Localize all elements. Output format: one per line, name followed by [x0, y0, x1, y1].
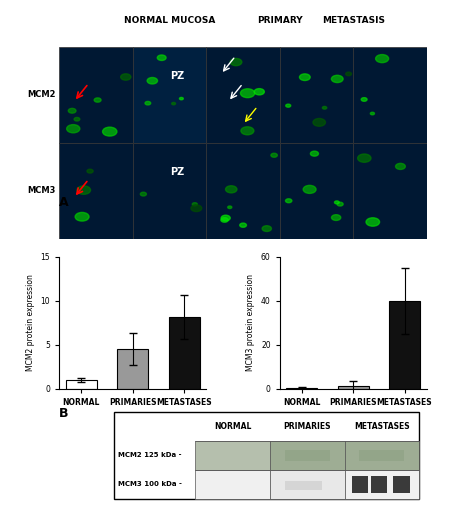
Circle shape	[240, 223, 246, 227]
Bar	[280, 143, 353, 238]
Circle shape	[121, 74, 131, 80]
Bar	[59, 143, 133, 238]
Circle shape	[310, 151, 319, 156]
Circle shape	[395, 163, 405, 170]
Circle shape	[303, 186, 316, 193]
Bar	[206, 47, 280, 143]
Circle shape	[221, 215, 230, 221]
Circle shape	[145, 101, 151, 105]
Circle shape	[102, 127, 117, 136]
Text: MCM2 125 kDa -: MCM2 125 kDa -	[118, 452, 182, 458]
Text: PRIMARY: PRIMARY	[257, 16, 302, 25]
Circle shape	[331, 215, 341, 221]
Circle shape	[337, 202, 343, 206]
Bar	[59, 47, 133, 143]
Bar	[285, 482, 322, 490]
Bar	[195, 470, 270, 499]
Circle shape	[226, 186, 237, 193]
Circle shape	[180, 98, 183, 100]
Bar	[117, 349, 148, 389]
Bar	[359, 450, 404, 461]
Circle shape	[87, 169, 93, 173]
Circle shape	[157, 55, 166, 61]
Circle shape	[366, 218, 380, 226]
Circle shape	[192, 203, 197, 206]
Circle shape	[75, 212, 89, 221]
Text: MCM3: MCM3	[27, 186, 55, 195]
Circle shape	[254, 88, 264, 95]
Text: B: B	[59, 407, 69, 420]
Text: MCM2: MCM2	[27, 90, 55, 99]
Bar	[353, 47, 427, 143]
Circle shape	[140, 192, 146, 196]
Bar	[114, 412, 419, 499]
Bar	[285, 450, 329, 461]
Bar	[169, 317, 200, 389]
Bar	[389, 301, 420, 389]
Bar	[286, 388, 317, 389]
Bar	[280, 47, 353, 143]
Circle shape	[230, 59, 242, 66]
Text: PRIMARIES: PRIMARIES	[283, 422, 331, 431]
Bar	[371, 475, 387, 493]
Circle shape	[346, 72, 352, 76]
Circle shape	[335, 201, 339, 204]
Circle shape	[191, 205, 202, 212]
Circle shape	[147, 78, 157, 84]
Circle shape	[68, 108, 76, 113]
Circle shape	[94, 98, 101, 102]
Circle shape	[331, 75, 343, 83]
Circle shape	[240, 89, 255, 98]
Bar	[345, 441, 419, 470]
Y-axis label: MCM3 protein expression: MCM3 protein expression	[246, 274, 255, 372]
Text: METASTASIS: METASTASIS	[322, 16, 384, 25]
Circle shape	[313, 118, 326, 126]
Circle shape	[228, 206, 232, 209]
Circle shape	[172, 102, 175, 105]
Text: NORMAL MUCOSA: NORMAL MUCOSA	[124, 16, 215, 25]
Circle shape	[361, 98, 367, 101]
Circle shape	[358, 154, 371, 162]
Bar	[352, 475, 368, 493]
Text: PZ: PZ	[170, 70, 184, 81]
Circle shape	[322, 106, 327, 109]
Circle shape	[77, 186, 91, 194]
Bar	[337, 386, 369, 389]
Text: A: A	[59, 196, 69, 209]
Text: MCM3 100 kDa -: MCM3 100 kDa -	[118, 482, 182, 487]
Circle shape	[271, 153, 277, 157]
Bar	[353, 143, 427, 238]
Circle shape	[221, 217, 228, 222]
Bar	[195, 441, 270, 470]
Circle shape	[300, 74, 310, 81]
Bar	[133, 47, 206, 143]
Bar	[133, 143, 206, 238]
Bar	[206, 143, 280, 238]
Bar	[393, 475, 410, 493]
Y-axis label: MCM2 protein expression: MCM2 protein expression	[26, 274, 35, 371]
Circle shape	[74, 118, 80, 121]
Bar	[270, 470, 345, 499]
Bar	[345, 470, 419, 499]
Bar	[270, 441, 345, 470]
Circle shape	[285, 199, 292, 203]
Circle shape	[262, 226, 272, 231]
Circle shape	[370, 112, 374, 115]
Circle shape	[67, 124, 80, 133]
Bar	[66, 380, 97, 389]
Circle shape	[286, 104, 291, 107]
Circle shape	[241, 127, 254, 135]
Text: PZ: PZ	[170, 167, 184, 177]
Text: METASTASES: METASTASES	[354, 422, 410, 431]
Circle shape	[375, 54, 389, 63]
Text: NORMAL: NORMAL	[214, 422, 251, 431]
